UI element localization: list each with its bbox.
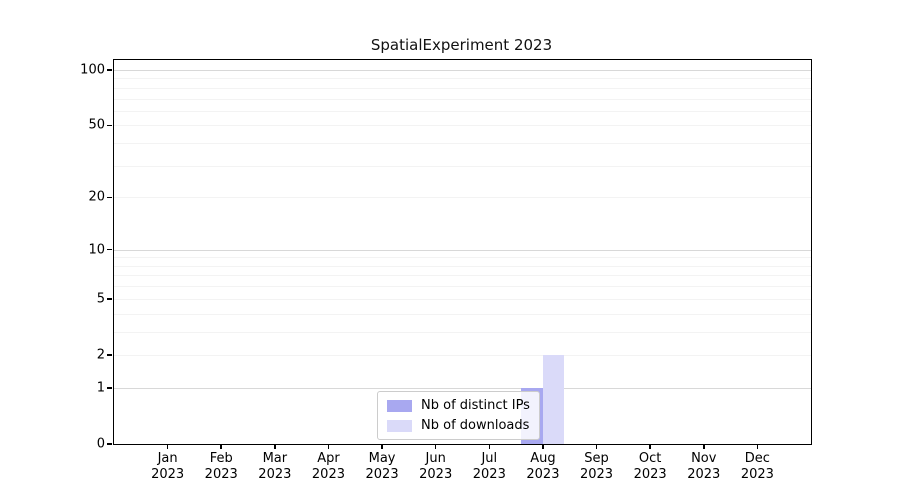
minor-gridline (114, 354, 811, 356)
minor-gridline (114, 257, 811, 259)
x-tick-year: 2023 (151, 467, 185, 482)
x-tick-label: Oct 2023 (634, 451, 667, 483)
x-tick-label: May 2023 (366, 451, 399, 483)
minor-gridline (114, 286, 811, 288)
x-tick-year: 2023 (526, 467, 560, 482)
x-tick-year: 2023 (633, 467, 667, 482)
x-tick-label: Mar 2023 (258, 451, 291, 483)
minor-gridline (114, 110, 811, 112)
x-tick-year: 2023 (579, 467, 614, 482)
x-tick-year: 2023 (687, 467, 721, 482)
minor-gridline (114, 275, 811, 277)
y-tick-mark (107, 196, 112, 199)
x-tick-mark (595, 444, 598, 449)
x-tick-label: Sep 2023 (580, 451, 613, 483)
y-tick-label: 100 (80, 62, 105, 78)
x-tick-mark (703, 444, 705, 449)
y-tick-label: 20 (88, 189, 105, 205)
x-tick-label: Nov 2023 (687, 451, 720, 483)
x-tick-month: Jul (481, 451, 498, 466)
x-tick-label: Feb 2023 (205, 451, 238, 483)
legend-label-downloads: Nb of downloads (421, 418, 530, 433)
x-tick-label: Jan 2023 (151, 451, 184, 483)
x-tick-label: Jul 2023 (473, 451, 506, 483)
x-tick-mark (166, 444, 169, 449)
x-tick-month: Aug (530, 451, 556, 466)
x-tick-year: 2023 (311, 467, 345, 482)
x-tick-year: 2023 (258, 467, 292, 482)
minor-gridline (114, 331, 811, 333)
minor-gridline (114, 87, 811, 89)
y-tick-mark (107, 248, 112, 251)
plot-area: Nb of distinct IPs Nb of downloads 0 1 2 5 1… (80, 59, 812, 482)
legend-label-distinct-ips: Nb of distinct IPs (421, 398, 530, 413)
legend: Nb of distinct IPs Nb of downloads (377, 391, 540, 440)
x-tick-year: 2023 (204, 467, 238, 482)
x-tick-month: Dec (744, 451, 770, 466)
x-tick-mark (274, 444, 276, 449)
y-tick-label: 50 (88, 117, 105, 133)
x-tick-month: Nov (691, 451, 717, 466)
x-tick-mark (327, 444, 330, 449)
x-tick-year: 2023 (365, 467, 399, 482)
x-tick-mark (756, 444, 759, 449)
x-tick-year: 2023 (740, 467, 774, 482)
minor-gridline (114, 313, 811, 315)
x-tick-year: 2023 (419, 467, 453, 482)
major-gridline (114, 70, 811, 71)
y-tick-mark (107, 443, 112, 445)
major-gridline (114, 249, 811, 251)
y-tick-label: 2 (96, 347, 105, 363)
legend-swatch-distinct-ips (387, 399, 412, 412)
minor-gridline (114, 197, 811, 199)
x-tick-mark (381, 444, 383, 449)
x-tick-mark (488, 444, 491, 449)
minor-gridline (114, 125, 811, 127)
x-tick-mark (542, 444, 544, 449)
x-tick-year: 2023 (472, 467, 506, 482)
minor-gridline (114, 298, 811, 300)
x-tick-mark (434, 444, 437, 449)
x-tick-month: Jun (425, 451, 446, 466)
x-tick-month: May (368, 451, 396, 466)
x-tick-mark (649, 444, 651, 449)
minor-gridline (114, 143, 811, 145)
y-tick-mark (107, 124, 112, 127)
x-tick-month: Jan (157, 451, 178, 466)
minor-gridline (114, 165, 811, 167)
bar-downloads (542, 354, 565, 444)
y-tick-label: 5 (96, 291, 105, 307)
minor-gridline (114, 98, 811, 100)
y-tick-mark (107, 69, 112, 71)
y-tick-label: 0 (96, 436, 105, 452)
y-tick-mark (107, 298, 112, 300)
y-tick-label: 10 (88, 242, 105, 258)
y-tick-mark (107, 354, 112, 356)
x-tick-month: Oct (638, 451, 662, 466)
x-tick-label: Jun 2023 (419, 451, 452, 483)
minor-gridline (114, 78, 811, 80)
x-tick-month: Mar (262, 451, 288, 466)
major-gridline (114, 387, 811, 389)
y-tick-label: 1 (96, 380, 105, 396)
x-tick-label: Aug 2023 (526, 451, 559, 483)
x-tick-month: Sep (584, 451, 609, 466)
x-tick-label: Apr 2023 (312, 451, 345, 483)
x-tick-mark (220, 444, 222, 449)
chart-title: SpatialExperiment 2023 (370, 36, 553, 54)
y-tick-mark (107, 387, 112, 389)
x-tick-label: Dec 2023 (741, 451, 774, 483)
minor-gridline (114, 265, 811, 267)
legend-item-downloads: Nb of downloads (387, 418, 530, 433)
legend-swatch-downloads (387, 419, 412, 432)
x-tick-month: Feb (209, 451, 233, 466)
x-tick-month: Apr (317, 451, 340, 466)
legend-item-distinct-ips: Nb of distinct IPs (387, 398, 530, 413)
